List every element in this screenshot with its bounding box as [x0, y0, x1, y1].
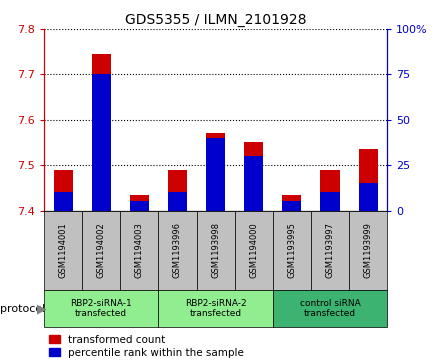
Text: RBP2-siRNA-1
transfected: RBP2-siRNA-1 transfected — [70, 299, 132, 318]
Bar — [130, 195, 149, 211]
Bar — [320, 170, 340, 211]
Bar — [206, 138, 225, 211]
Bar — [320, 192, 340, 211]
Bar — [359, 149, 378, 211]
Bar — [168, 170, 187, 211]
Text: GSM1193997: GSM1193997 — [326, 223, 334, 278]
Bar — [282, 195, 301, 211]
Bar — [54, 192, 73, 211]
Title: GDS5355 / ILMN_2101928: GDS5355 / ILMN_2101928 — [125, 13, 306, 26]
Text: GSM1194002: GSM1194002 — [97, 223, 106, 278]
Bar — [92, 74, 111, 211]
Text: GSM1193998: GSM1193998 — [211, 223, 220, 278]
Bar — [282, 201, 301, 211]
Text: GSM1193996: GSM1193996 — [173, 223, 182, 278]
Text: RBP2-siRNA-2
transfected: RBP2-siRNA-2 transfected — [185, 299, 246, 318]
Text: GSM1194003: GSM1194003 — [135, 223, 144, 278]
Text: control siRNA
transfected: control siRNA transfected — [300, 299, 360, 318]
Bar — [92, 54, 111, 211]
Bar — [130, 201, 149, 211]
Bar — [206, 133, 225, 211]
Text: GSM1193995: GSM1193995 — [287, 223, 297, 278]
Bar — [244, 156, 263, 211]
Text: protocol: protocol — [0, 303, 45, 314]
Bar — [359, 183, 378, 211]
Bar — [54, 170, 73, 211]
Bar — [244, 143, 263, 211]
Bar — [168, 192, 187, 211]
Text: GSM1194001: GSM1194001 — [59, 223, 68, 278]
Legend: transformed count, percentile rank within the sample: transformed count, percentile rank withi… — [49, 335, 244, 358]
Text: GSM1194000: GSM1194000 — [249, 223, 258, 278]
Text: ▶: ▶ — [37, 302, 47, 315]
Text: GSM1193999: GSM1193999 — [363, 223, 373, 278]
